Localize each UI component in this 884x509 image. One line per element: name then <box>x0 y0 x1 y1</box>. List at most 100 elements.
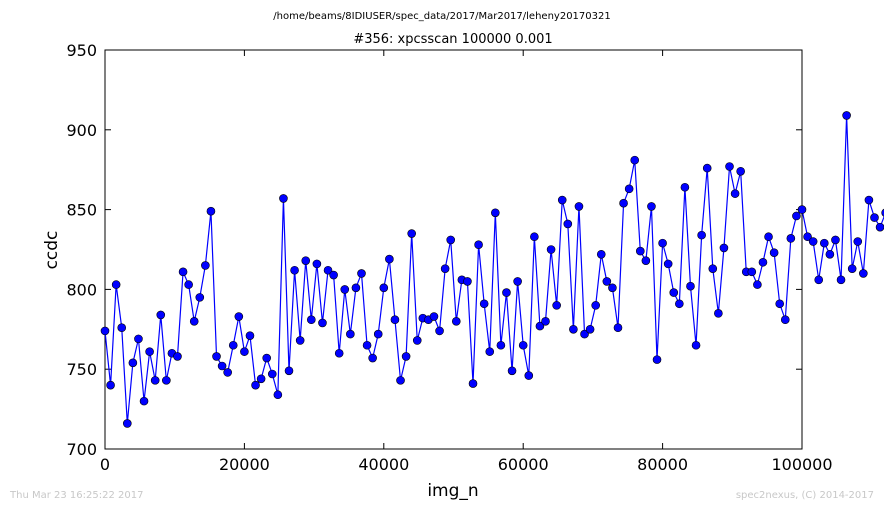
data-point <box>240 347 249 356</box>
data-point <box>641 256 651 265</box>
data-point <box>150 376 160 385</box>
x-tick-label: 20000 <box>219 455 270 474</box>
data-point <box>541 317 550 326</box>
data-point <box>786 234 796 243</box>
y-tick-label: 900 <box>66 121 97 140</box>
data-point <box>479 299 489 309</box>
data-point <box>697 230 706 240</box>
data-point <box>474 240 483 250</box>
data-point <box>301 256 311 265</box>
data-point <box>569 324 578 334</box>
credit-footer: spec2nexus, (C) 2014-2017 <box>736 490 874 501</box>
data-point <box>485 347 495 356</box>
data-point <box>290 265 299 275</box>
data-point <box>831 235 840 245</box>
data-point <box>407 229 416 238</box>
data-point <box>619 198 628 208</box>
data-point <box>491 208 500 218</box>
x-tick-label: 40000 <box>358 455 409 474</box>
data-point <box>323 265 333 275</box>
data-point <box>780 315 790 325</box>
data-point <box>351 283 361 293</box>
data-point <box>446 235 456 245</box>
x-tick-label: 80000 <box>637 455 688 474</box>
data-point <box>228 340 238 350</box>
data-point <box>412 336 422 345</box>
data-point <box>518 340 528 350</box>
data-point <box>357 269 366 278</box>
data-point <box>295 336 305 345</box>
data-point <box>396 376 405 385</box>
y-tick-label: 750 <box>66 360 97 379</box>
data-point <box>557 195 567 205</box>
data-point <box>429 312 439 321</box>
data-point <box>530 232 539 242</box>
data-point <box>162 376 171 385</box>
data-point <box>875 222 884 232</box>
data-point <box>870 213 879 222</box>
timestamp-footer: Thu Mar 23 16:25:22 2017 <box>9 490 143 501</box>
data-point <box>463 277 472 286</box>
data-point <box>635 246 645 256</box>
data-point <box>100 326 110 336</box>
data-point <box>853 237 863 246</box>
data-point <box>212 352 221 361</box>
data-path-title: /home/beams/8IDIUSER/spec_data/2017/Mar2… <box>273 11 610 22</box>
data-point <box>719 243 729 253</box>
data-point <box>675 299 684 309</box>
data-point <box>574 202 584 211</box>
data-point <box>608 283 617 293</box>
data-point <box>708 264 718 273</box>
data-point <box>680 182 690 192</box>
data-point <box>223 368 232 377</box>
data-point <box>652 355 662 364</box>
data-point <box>178 267 188 277</box>
x-tick-label: 0 <box>100 455 110 474</box>
data-point <box>591 301 600 310</box>
data-point <box>217 361 227 371</box>
data-point <box>663 259 673 269</box>
data-point <box>613 323 623 333</box>
data-point <box>262 353 272 363</box>
data-series <box>100 111 884 428</box>
data-point <box>881 208 884 217</box>
x-tick-label: 60000 <box>498 455 549 474</box>
y-tick-label: 850 <box>66 201 97 220</box>
data-point <box>814 275 824 285</box>
data-point <box>312 259 322 269</box>
data-point <box>340 285 350 294</box>
data-point <box>552 301 561 310</box>
data-point <box>797 205 807 214</box>
data-point <box>373 329 383 339</box>
data-point <box>792 211 801 221</box>
data-point <box>385 254 394 264</box>
data-point <box>753 280 762 289</box>
data-point <box>808 237 818 246</box>
data-point <box>836 275 846 285</box>
y-tick-label: 800 <box>66 280 97 299</box>
data-point <box>206 206 216 216</box>
data-point <box>507 366 517 376</box>
data-point <box>764 232 773 242</box>
data-point <box>769 248 779 257</box>
data-point <box>747 267 757 277</box>
data-point <box>524 371 534 380</box>
data-point <box>123 419 132 428</box>
data-point <box>585 324 595 334</box>
data-point <box>279 194 288 203</box>
data-point <box>111 280 121 289</box>
data-point <box>334 348 344 358</box>
y-axis-ticks: 700 750 800 850 900 950 <box>66 41 802 459</box>
data-point <box>234 312 244 321</box>
data-point <box>139 396 149 406</box>
data-point <box>267 369 277 379</box>
data-point <box>563 219 573 229</box>
data-point <box>156 310 166 320</box>
data-point <box>691 340 701 350</box>
data-point <box>730 189 740 198</box>
data-point <box>725 162 734 171</box>
data-point <box>440 264 450 273</box>
data-point <box>546 245 556 254</box>
data-point <box>669 288 679 297</box>
